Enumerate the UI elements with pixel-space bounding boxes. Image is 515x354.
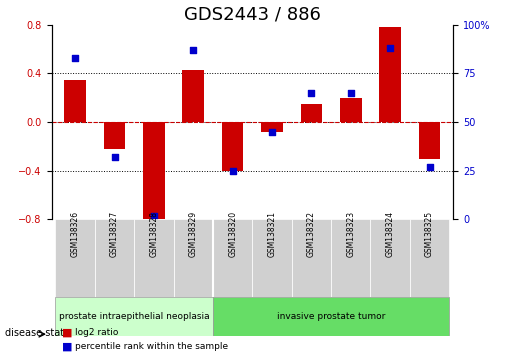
- Point: [268, 129, 276, 135]
- Point: [386, 45, 394, 51]
- Bar: [64, 80, 86, 122]
- Text: prostate intraepithelial neoplasia: prostate intraepithelial neoplasia: [59, 312, 210, 321]
- FancyBboxPatch shape: [252, 219, 291, 297]
- Bar: [380, 27, 401, 122]
- FancyBboxPatch shape: [95, 219, 134, 297]
- FancyBboxPatch shape: [213, 219, 252, 297]
- Text: GSM138321: GSM138321: [267, 211, 277, 257]
- Bar: [182, 70, 204, 122]
- Text: GSM138322: GSM138322: [307, 211, 316, 257]
- FancyBboxPatch shape: [213, 297, 449, 336]
- Bar: [301, 104, 322, 122]
- Point: [229, 168, 237, 173]
- Bar: [143, 122, 165, 219]
- Text: GSM138320: GSM138320: [228, 211, 237, 257]
- Bar: [419, 122, 440, 159]
- FancyBboxPatch shape: [291, 219, 331, 297]
- Point: [110, 154, 118, 160]
- Point: [425, 164, 434, 170]
- Text: GSM138327: GSM138327: [110, 211, 119, 257]
- FancyBboxPatch shape: [370, 219, 410, 297]
- Text: percentile rank within the sample: percentile rank within the sample: [75, 342, 228, 352]
- Text: ■: ■: [62, 342, 72, 352]
- Bar: [222, 122, 244, 171]
- Text: GSM138329: GSM138329: [189, 211, 198, 257]
- FancyBboxPatch shape: [134, 219, 174, 297]
- Text: GSM138324: GSM138324: [386, 211, 394, 257]
- Text: GSM138326: GSM138326: [71, 211, 80, 257]
- Point: [189, 47, 197, 53]
- FancyBboxPatch shape: [56, 219, 95, 297]
- Point: [347, 90, 355, 96]
- Text: GSM138323: GSM138323: [346, 211, 355, 257]
- FancyBboxPatch shape: [331, 219, 370, 297]
- FancyBboxPatch shape: [410, 219, 449, 297]
- Text: log2 ratio: log2 ratio: [75, 328, 118, 337]
- Point: [150, 213, 158, 218]
- Text: GSM138325: GSM138325: [425, 211, 434, 257]
- Point: [71, 55, 79, 61]
- Text: disease state: disease state: [5, 328, 70, 338]
- Text: GSM138328: GSM138328: [149, 211, 159, 257]
- FancyBboxPatch shape: [174, 219, 213, 297]
- Text: ■: ■: [62, 328, 72, 338]
- Bar: [340, 98, 362, 122]
- Text: invasive prostate tumor: invasive prostate tumor: [277, 312, 385, 321]
- Bar: [261, 122, 283, 132]
- FancyBboxPatch shape: [56, 297, 213, 336]
- Title: GDS2443 / 886: GDS2443 / 886: [184, 5, 321, 23]
- Point: [307, 90, 316, 96]
- Bar: [104, 122, 125, 149]
